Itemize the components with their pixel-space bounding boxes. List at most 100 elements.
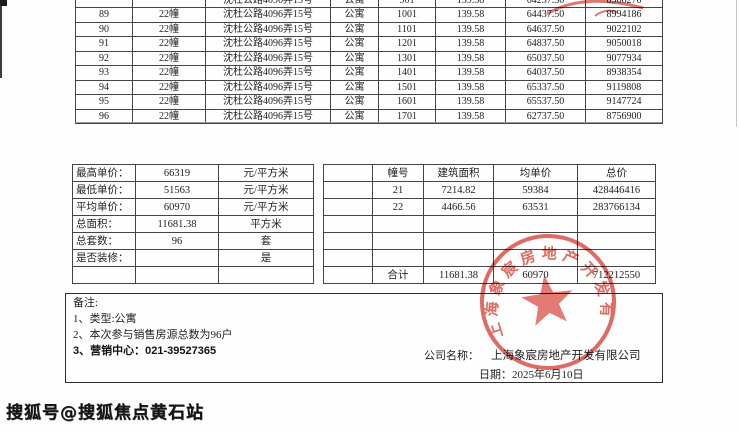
summary-label: 最高单价： [72,164,136,182]
type: 公寓 [330,94,379,110]
seal-arc [546,0,644,16]
summary-row: 最高单价： 66319 元/平方米 [72,164,314,182]
scan-edge-line-right [736,0,737,127]
summary-row: 总套数： 96 套 [72,232,314,250]
area: 139.58 [435,65,506,81]
building-no [372,215,424,233]
summary-value: 66319 [135,164,219,182]
address: 沈杜公路4096弄15号 [205,7,331,23]
total-price: 8938354 [585,65,663,81]
summary-row [72,266,314,284]
building-total-row: 合计 11681.38 60970 712212550 [323,266,656,284]
summary-row: 最低单价： 51563 元/平方米 [72,181,314,199]
summary-unit: 平方米 [218,215,314,233]
col-header-total-price: 总价 [577,164,656,182]
scan-corner-mark [0,0,7,6]
unit-no: 1201 [378,36,436,52]
area: 139.58 [435,79,506,95]
table-row: 94 22幢 沈杜公路4096弄15号 公寓 1501 139.58 65337… [75,79,663,95]
cell-type: 公寓 [330,0,379,8]
type: 公寓 [330,21,379,37]
area: 139.58 [456,0,485,6]
spacer-cell [323,181,373,199]
total-price: 8756900 [585,108,663,124]
cell-no [75,0,133,8]
building-row: 22 4466.56 63531 283766134 [323,198,656,216]
total-price: 9147724 [585,94,663,110]
row-no: 89 [75,7,133,23]
total-price: 9119808 [585,79,663,95]
summary-label: 总套数： [72,232,136,250]
remark-item: 2、本次参与销售房源总数为96户 [73,329,233,341]
building-row [323,215,656,233]
unit-price: 65537.50 [505,94,586,110]
building: 22幢 [132,65,206,81]
unit-no: 1101 [378,21,436,37]
seal-star-icon [521,275,573,326]
unit-price: 64037.50 [505,65,586,81]
row-no: 93 [75,65,133,81]
summary-value: 60970 [135,198,219,216]
remark-item-sales-phone: 3、营销中心：021-39527365 [73,345,217,357]
summary-unit: 元/平方米 [218,181,314,199]
date-line: 日期：2025年6月10日 [479,369,584,381]
type: 公寓 [330,79,379,95]
unit-price: 64237.50 [526,0,565,6]
total-price: 9077934 [585,50,663,66]
building-no [372,249,424,267]
summary-value [135,249,219,267]
summary-unit: 套 [218,232,314,250]
summary-value: 51563 [135,181,219,199]
type: 公寓 [330,65,379,81]
summary-unit [218,266,314,284]
address: 沈杜公路4096弄15号 [205,50,331,66]
spacer-cell [323,215,373,233]
table-row: 93 22幢 沈杜公路4096弄15号 公寓 1401 139.58 64037… [75,65,663,81]
summary-label: 总面积： [72,215,136,233]
scan-edge-line-left [0,0,2,78]
summary-label: 是否装修： [72,249,136,267]
row-no: 92 [75,50,133,66]
summary-row: 是否装修： 是 [72,249,314,267]
cell-building [132,0,206,8]
total-total-price: 712212550 [577,266,656,284]
spacer-cell [323,266,373,284]
building-area: 4466.56 [423,198,494,216]
unit-no: 901 [399,0,415,6]
building-table-body: 幢号 建筑面积 均单价 总价 21 7214.82 59384 42844641… [323,164,656,284]
building-row: 21 7214.82 59384 428446416 [323,181,656,199]
area: 139.58 [435,7,506,23]
unit-no: 1001 [378,7,436,23]
row-no: 95 [75,94,133,110]
remarks-title: 备注: [73,297,99,309]
total-label: 合计 [372,266,424,284]
summary-value [135,266,219,284]
building: 22幢 [132,108,206,124]
building: 22幢 [132,94,206,110]
building-no: 21 [372,181,424,199]
building: 22幢 [132,21,206,37]
unit-no: 1401 [378,65,436,81]
total-price: 9022102 [585,21,663,37]
watermark-text: 搜狐号@搜狐焦点黄石站 [6,403,204,423]
unit-no: 1601 [378,94,436,110]
building: 22幢 [132,79,206,95]
table-row: 95 22幢 沈杜公路4096弄15号 公寓 1601 139.58 65537… [75,94,663,110]
col-header-building-no: 幢号 [372,164,424,182]
spacer-cell [323,232,373,250]
partial-seal-mark [546,0,644,17]
table-row: 90 22幢 沈杜公路4096弄15号 公寓 1101 139.58 64637… [75,21,663,37]
table-row: 92 22幢 沈杜公路4096弄15号 公寓 1301 139.58 65037… [75,50,663,66]
unit-price: 65037.50 [505,50,586,66]
summary-value: 11681.38 [135,215,219,233]
area: 139.58 [435,21,506,37]
building-no [372,232,424,250]
total-price: 9050018 [585,36,663,52]
building: 22幢 [132,50,206,66]
area: 139.58 [435,36,506,52]
address: 沈杜公路4096弄15号 [223,0,313,6]
type: 公寓 [344,0,365,6]
address: 沈杜公路4096弄15号 [205,94,331,110]
seal-circle [480,234,616,370]
